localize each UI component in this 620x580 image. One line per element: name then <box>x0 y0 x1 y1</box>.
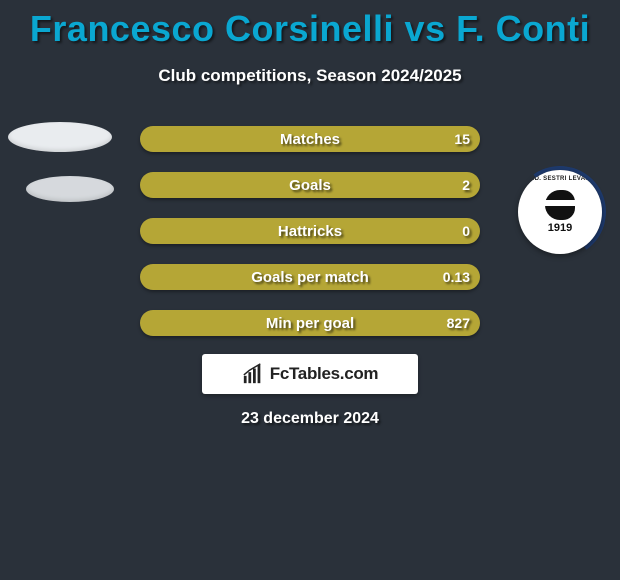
stat-row: Goals2 <box>140 172 480 198</box>
bar-track <box>140 218 480 244</box>
placeholder-ellipse <box>26 176 114 202</box>
bar-segment-right <box>140 126 480 152</box>
subtitle: Club competitions, Season 2024/2025 <box>0 66 620 86</box>
bar-segment-right <box>140 172 480 198</box>
stat-row: Hattricks0 <box>140 218 480 244</box>
bar-value-right: 15 <box>454 131 470 147</box>
badge-circle: U.S.D. SESTRI LEVANTE 1919 <box>518 170 602 254</box>
bar-chart-icon <box>242 363 264 385</box>
bar-value-right: 2 <box>462 177 470 193</box>
bar-track <box>140 172 480 198</box>
stat-row: Goals per match0.13 <box>140 264 480 290</box>
badge-text-bottom <box>518 236 602 248</box>
player-right-badge: U.S.D. SESTRI LEVANTE 1919 <box>508 118 612 222</box>
badge-text-top: U.S.D. SESTRI LEVANTE <box>518 176 602 188</box>
bar-segment-right <box>140 218 480 244</box>
bar-track <box>140 310 480 336</box>
page-title: Francesco Corsinelli vs F. Conti <box>0 0 620 50</box>
brand-text: FcTables.com <box>270 364 379 384</box>
bar-value-right: 0 <box>462 223 470 239</box>
placeholder-ellipse <box>8 122 112 152</box>
moor-head-icon <box>545 190 575 220</box>
badge-year: 1919 <box>548 222 572 234</box>
bar-track <box>140 126 480 152</box>
bar-value-right: 0.13 <box>443 269 470 285</box>
comparison-bars: Matches15 Goals2 Hattricks0 Goals per match… <box>140 126 480 356</box>
bar-track <box>140 264 480 290</box>
brand-box: FcTables.com <box>202 354 418 394</box>
bar-segment-right <box>140 264 480 290</box>
stat-row: Matches15 <box>140 126 480 152</box>
bar-segment-right <box>140 310 480 336</box>
bar-value-right: 827 <box>447 315 470 331</box>
date-text: 23 december 2024 <box>0 410 620 428</box>
player-left-avatar <box>8 118 112 222</box>
stat-row: Min per goal827 <box>140 310 480 336</box>
